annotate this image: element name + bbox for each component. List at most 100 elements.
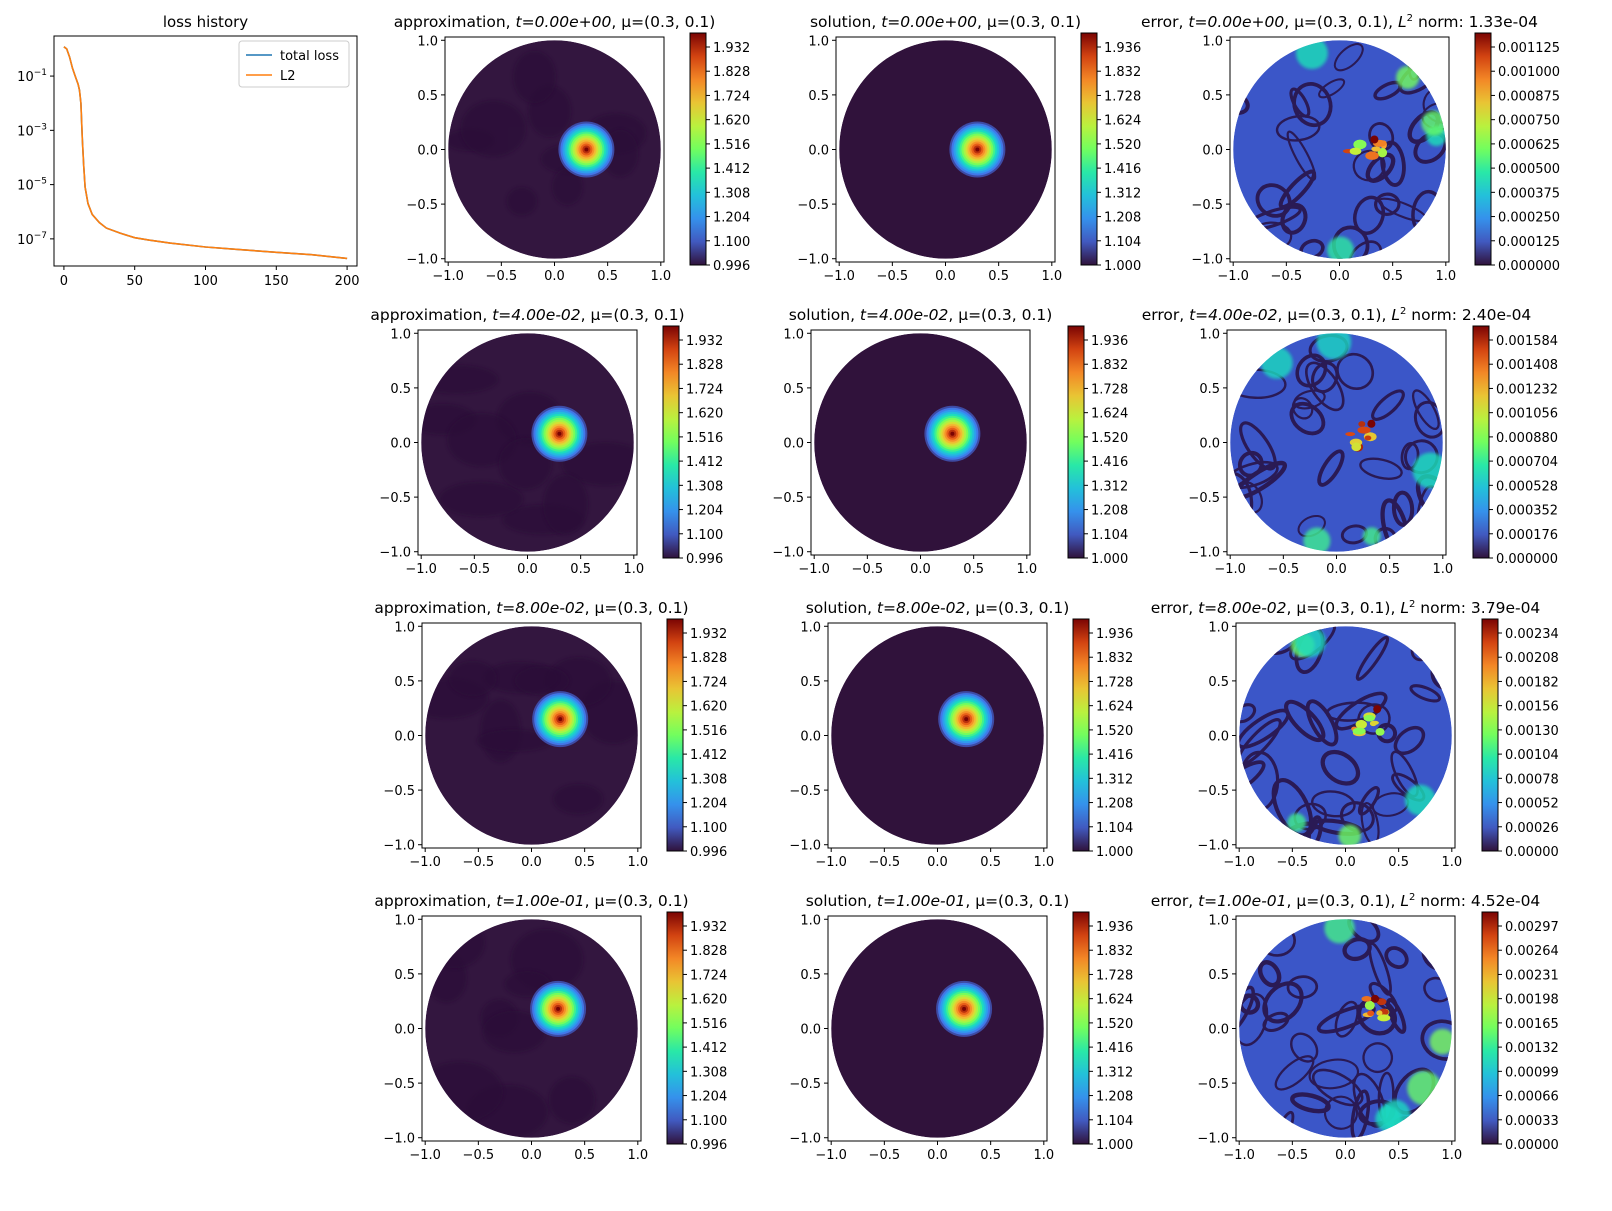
- colorbar-tick-label: 0.00000: [1505, 845, 1559, 860]
- colorbar: [666, 911, 684, 1145]
- error-hotspot: [1364, 1000, 1375, 1010]
- colorbar-tick-label: 1.724: [713, 89, 750, 104]
- panel-title: approximation, t=4.00e-02, μ=(0.3, 0.1): [370, 306, 684, 324]
- error-hotspot: [1364, 435, 1372, 441]
- disk-field: [425, 919, 638, 1138]
- colorbar-tick-label: 1.728: [1096, 968, 1133, 983]
- colorbar-tick-label: 1.000: [1096, 1138, 1133, 1153]
- colorbar: [1481, 911, 1499, 1145]
- error-contour: [1384, 946, 1409, 969]
- colorbar-tick-label: 1.104: [1096, 821, 1133, 836]
- error-contour: [1310, 361, 1339, 394]
- colorbar-tick-label: 1.936: [1096, 627, 1133, 642]
- colorbar-tick-label: 1.516: [713, 138, 750, 153]
- error-contour: [1362, 1042, 1394, 1074]
- y-tick-label: 0.0: [1208, 730, 1229, 745]
- y-tick-label: −1.0: [383, 1132, 415, 1147]
- colorbar-tick-label: 0.001125: [1498, 41, 1560, 56]
- field-variation: [439, 481, 524, 517]
- error-contour: [1411, 389, 1440, 430]
- solution-panel-1: −1.0−1.0 −0.5 −0.5 0.0 0.0 0.5 0.5 1.0 1.0 soluti…: [772, 306, 1128, 577]
- x-tick-label: −0.5: [869, 1148, 901, 1163]
- error-hotspot: [1355, 719, 1367, 729]
- error-hotspot: [1358, 421, 1366, 427]
- y-tick-label: 10−1: [17, 68, 47, 85]
- solution-panel-3: −1.0−1.0 −0.5 −0.5 0.0 0.0 0.5 0.5 1.0 1.0 soluti…: [789, 892, 1133, 1163]
- error-contour: [1356, 996, 1398, 1036]
- colorbar-tick-label: 1.416: [1091, 455, 1128, 470]
- colorbar-tick-label: 1.828: [686, 358, 723, 373]
- x-tick-label: 1.0: [1041, 269, 1062, 284]
- y-tick-label: 0.5: [394, 968, 415, 983]
- x-tick-label: −0.5: [459, 562, 491, 577]
- colorbar-tick-label: 1.932: [713, 41, 750, 56]
- colorbar-tick-label: 0.001232: [1496, 382, 1558, 397]
- colorbar-tick-label: 1.932: [690, 627, 727, 642]
- error-patch: [1338, 824, 1362, 845]
- peak-ring: [557, 431, 562, 436]
- error-contour: [1359, 457, 1403, 480]
- error-contour: [1400, 441, 1420, 471]
- y-tick-label: −0.5: [406, 198, 438, 213]
- colorbar-tick-label: 1.520: [1096, 724, 1133, 739]
- colorbar-tick-label: 1.000: [1091, 552, 1128, 567]
- colorbar-tick-label: 1.624: [1096, 700, 1133, 715]
- error-contour: [1239, 718, 1282, 767]
- colorbar-tick-label: 1.828: [690, 651, 727, 666]
- y-tick-label: 10−3: [17, 122, 47, 139]
- colorbar-tick-label: 1.620: [690, 993, 727, 1008]
- colorbar-tick-label: 1.516: [686, 431, 723, 446]
- colorbar-tick-label: 1.412: [690, 1041, 727, 1056]
- y-tick-label: −0.5: [797, 198, 829, 213]
- y-tick-label: 0.5: [808, 89, 829, 104]
- colorbar-tick-label: 1.208: [1091, 504, 1128, 519]
- colorbar-tick-label: 1.936: [1091, 334, 1128, 349]
- field-variation: [447, 412, 517, 467]
- y-tick-label: −1.0: [379, 546, 411, 561]
- error-patch: [1327, 236, 1354, 259]
- field-variation: [448, 660, 497, 697]
- x-tick-label: −1.0: [432, 269, 464, 284]
- y-tick-label: 0.5: [800, 968, 821, 983]
- colorbar-tick-label: 0.001000: [1498, 65, 1560, 80]
- y-tick-label: 1.0: [800, 913, 821, 928]
- colorbar-tick-label: 1.832: [1096, 944, 1133, 959]
- x-tick-label: 0.5: [1388, 855, 1409, 870]
- panel-title: error, t=1.00e-01, μ=(0.3, 0.1), L2 norm…: [1151, 892, 1541, 910]
- colorbar-tick-label: 1.416: [1096, 748, 1133, 763]
- y-tick-label: 0.0: [808, 144, 829, 159]
- error-contour: [1292, 82, 1333, 128]
- x-tick-label: −1.0: [405, 562, 437, 577]
- panel-title: solution, t=8.00e-02, μ=(0.3, 0.1): [806, 599, 1070, 617]
- y-tick-label: 0.0: [417, 144, 438, 159]
- error-contour: [1318, 78, 1346, 99]
- error-contour: [1352, 149, 1386, 182]
- disk-field: [1239, 626, 1452, 845]
- y-tick-label: 1.0: [1208, 620, 1229, 635]
- colorbar-tick-label: 1.936: [1096, 920, 1133, 935]
- x-tick-label: 0.5: [980, 1148, 1001, 1163]
- error-max: [1371, 994, 1380, 1003]
- disk-field: [448, 40, 661, 259]
- colorbar: [1080, 32, 1098, 266]
- error-patch: [1404, 784, 1436, 816]
- colorbar-tick-label: 1.832: [1091, 358, 1128, 373]
- colorbar-tick-label: 1.416: [1096, 1041, 1133, 1056]
- series-line-l2: [63, 46, 348, 260]
- y-tick-label: 0.5: [1208, 675, 1229, 690]
- y-tick-label: 1.0: [394, 620, 415, 635]
- panel-title: approximation, t=0.00e+00, μ=(0.3, 0.1): [394, 13, 716, 31]
- peak-ring: [950, 431, 955, 436]
- y-tick-label: 0.5: [417, 89, 438, 104]
- colorbar-tick-label: 1.208: [1096, 1090, 1133, 1105]
- colorbar-tick-label: 0.996: [690, 845, 727, 860]
- colorbar-tick-label: 1.204: [686, 504, 723, 519]
- colorbar-tick-label: 1.412: [690, 748, 727, 763]
- colorbar-tick-label: 1.204: [690, 797, 727, 812]
- y-tick-label: 0.5: [1199, 382, 1220, 397]
- x-tick-label: 0.5: [597, 269, 618, 284]
- colorbar-tick-label: 0.000250: [1498, 211, 1560, 226]
- panel-title: error, t=0.00e+00, μ=(0.3, 0.1), L2 norm…: [1141, 13, 1538, 31]
- colorbar-tick-label: 1.516: [690, 1017, 727, 1032]
- colorbar: [1474, 32, 1492, 266]
